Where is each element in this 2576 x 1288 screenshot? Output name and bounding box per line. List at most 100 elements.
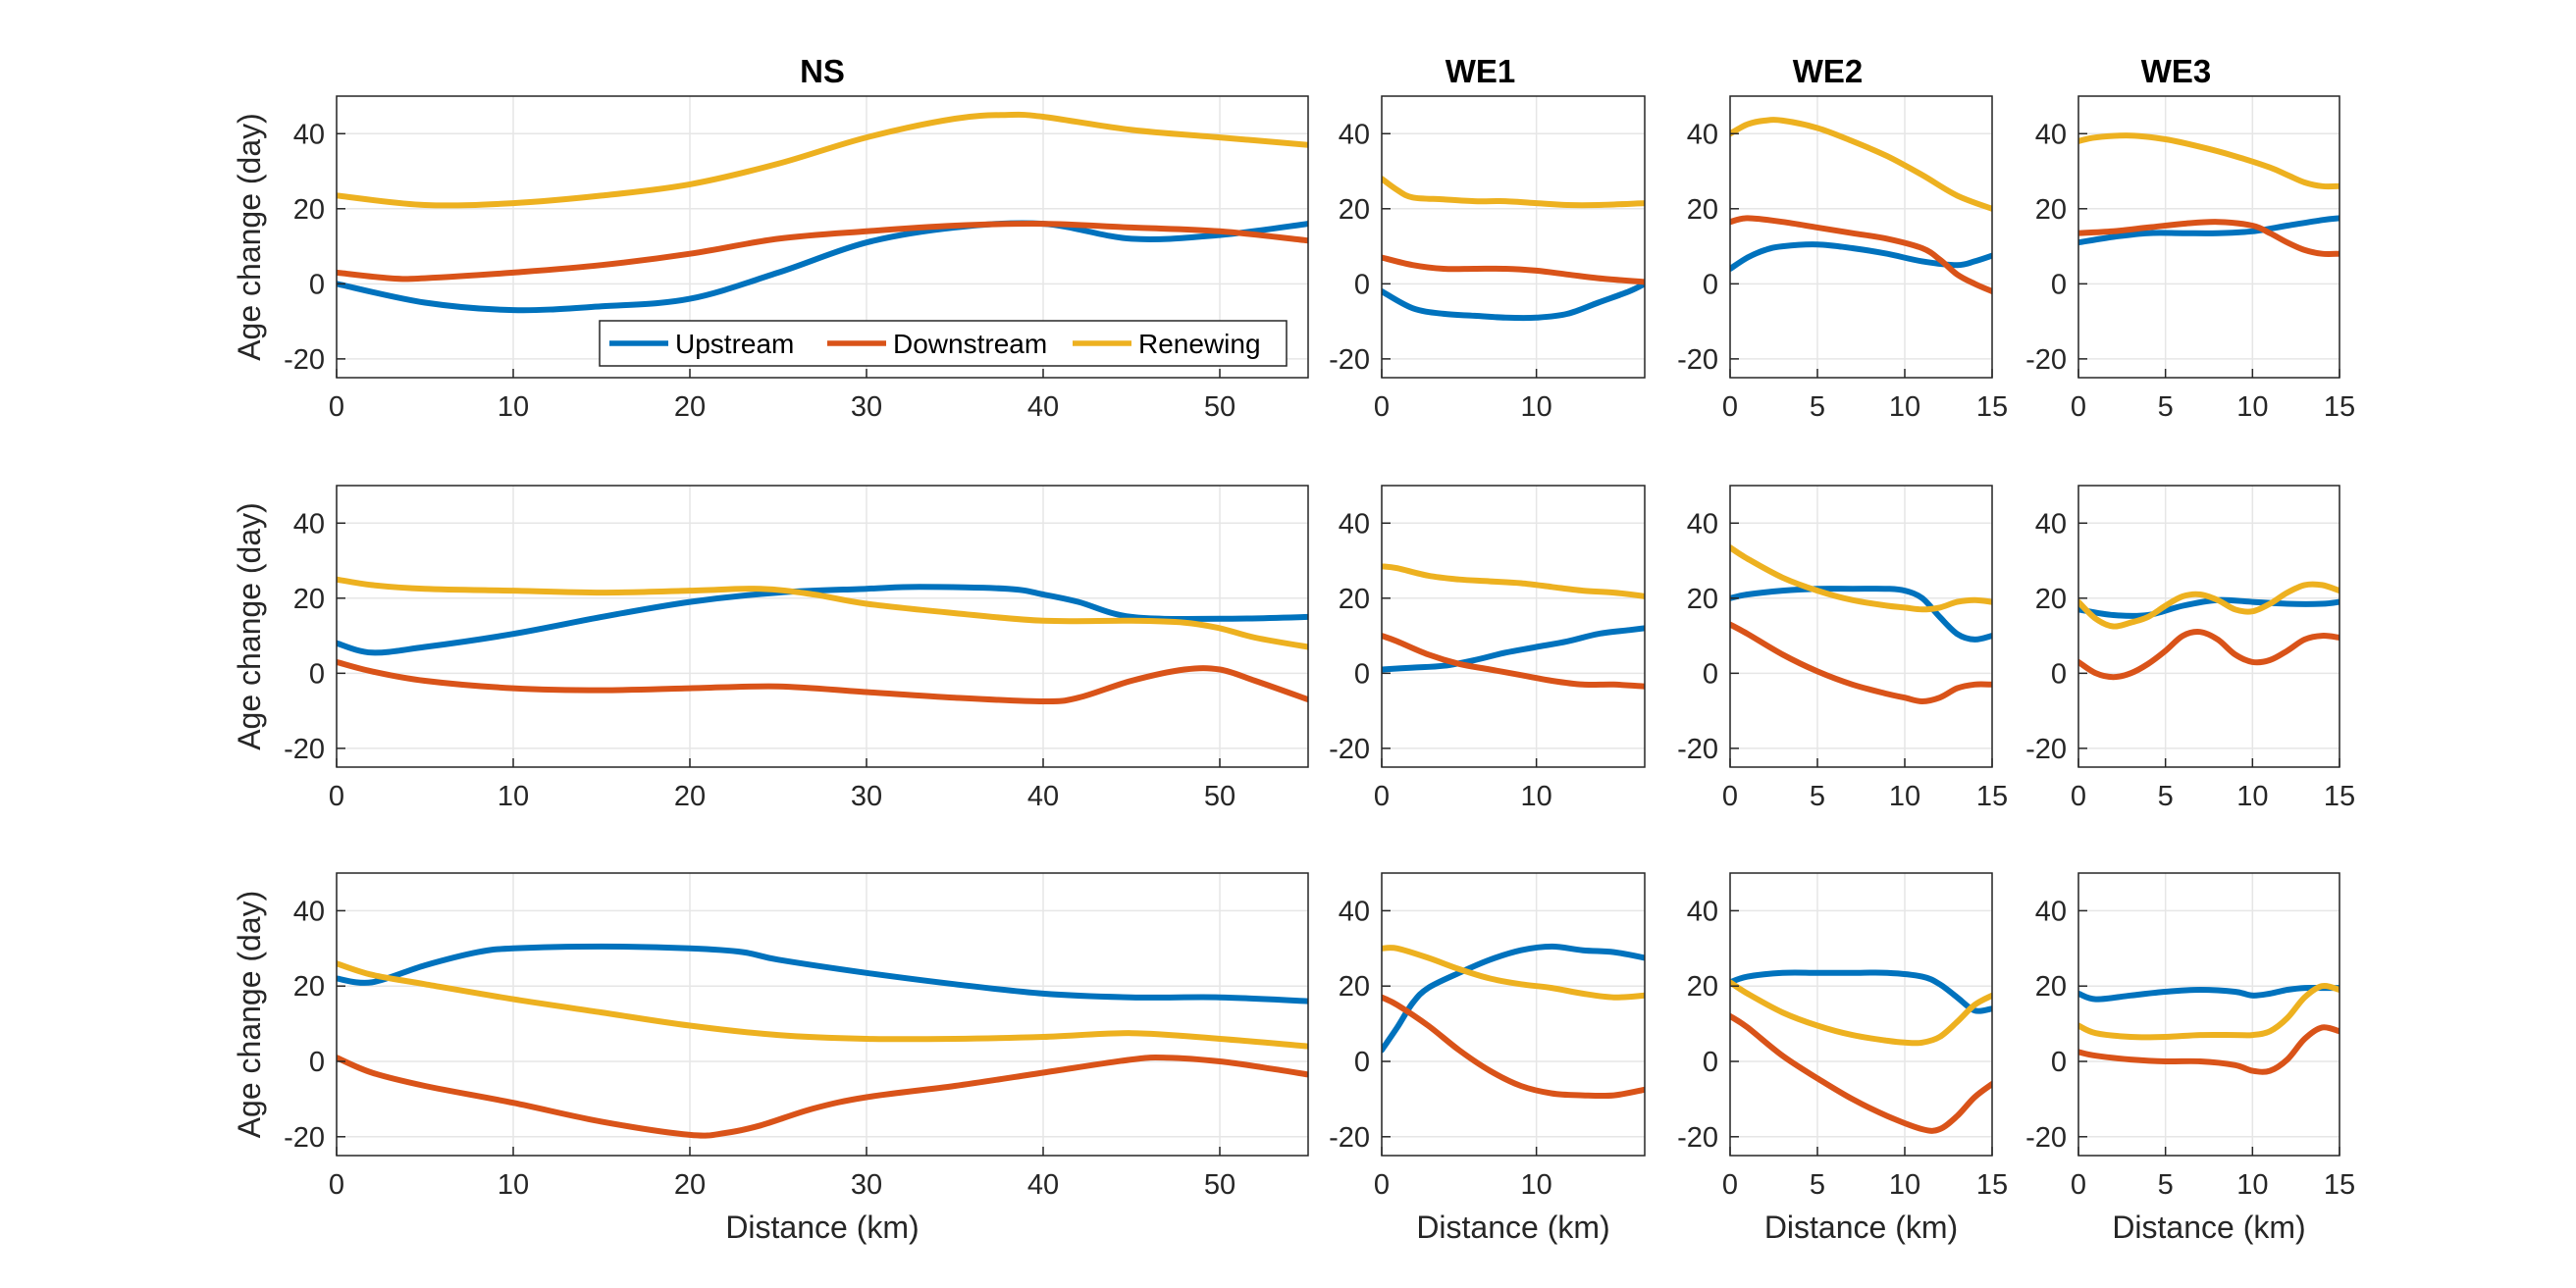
y-tick-label-r1c4-20: 20 (2035, 194, 2067, 226)
y-tick-label-r3c1-20: 20 (293, 971, 325, 1003)
x-tick-label-r2c4-5: 5 (2158, 781, 2174, 812)
legend-label-upstream: Upstream (675, 329, 794, 359)
series-group-r2c1 (337, 576, 1308, 704)
series-line-downstream-r1c3 (1730, 215, 1992, 294)
series-line-upstream-r3c4 (2078, 984, 2339, 1003)
plot-area-r2c2 (1382, 486, 1645, 767)
series-line-downstream-r2c2 (1382, 633, 1645, 690)
axes-box-r1c4 (2077, 95, 2340, 379)
column-titles: NS WE1 WE2 WE3 (800, 53, 2211, 89)
series-group-r1c2 (1382, 176, 1645, 322)
y-tick-label-r2c1-40: 40 (293, 508, 325, 540)
y-tick-label-r3c3-0: 0 (1703, 1047, 1718, 1078)
x-tick-label-r2c4-0: 0 (2071, 781, 2086, 812)
y-tick-label-r3c4-20: 20 (2035, 971, 2067, 1003)
series-line-upstream-r1c2 (1382, 281, 1645, 322)
y-tick-label-r1c3-0: 0 (1703, 269, 1718, 300)
series-line-renewing-r1c3 (1730, 117, 1992, 212)
y-tick-label-r1c4--20: -20 (2025, 344, 2067, 376)
axes-box-r2c3 (1729, 485, 1993, 768)
y-tick-label-r2c2-20: 20 (1339, 584, 1370, 615)
y-tick-label-r2c1--20: -20 (284, 734, 325, 765)
y-axis-label-r1c1: Age change (day) (232, 113, 267, 361)
x-tick-label-r3c1-20: 20 (674, 1169, 706, 1201)
series-line-downstream-r1c4 (2078, 219, 2339, 258)
series-group-r1c3 (1730, 117, 1992, 294)
y-tick-label-r3c1-0: 0 (309, 1047, 325, 1078)
x-tick-label-r3c2-10: 10 (1521, 1169, 1552, 1201)
y-tick-label-r3c1--20: -20 (284, 1122, 325, 1154)
x-tick-label-r1c1-0: 0 (329, 391, 344, 423)
x-tick-label-r1c4-15: 15 (2324, 391, 2355, 423)
x-tick-label-r3c1-50: 50 (1204, 1169, 1235, 1201)
y-tick-label-r2c3-20: 20 (1687, 584, 1718, 615)
y-tick-label-r2c3--20: -20 (1677, 734, 1718, 765)
column-title-ns: NS (800, 53, 845, 89)
x-tick-label-r1c1-20: 20 (674, 391, 706, 423)
series-line-downstream-r3c3 (1730, 1012, 1992, 1134)
column-title-we1: WE1 (1446, 53, 1516, 89)
series-line-renewing-r2c1 (337, 576, 1308, 650)
y-tick-label-r1c1-0: 0 (309, 269, 325, 300)
plot-area-r2c3 (1730, 486, 1992, 767)
y-tick-label-r1c3-20: 20 (1687, 194, 1718, 226)
y-tick-label-r1c3--20: -20 (1677, 344, 1718, 376)
series-group-r2c2 (1382, 563, 1645, 690)
legend-label-renewing: Renewing (1138, 329, 1261, 359)
x-tick-label-r2c1-0: 0 (329, 781, 344, 812)
y-tick-label-r3c3-40: 40 (1687, 896, 1718, 927)
series-group-r3c4 (2078, 982, 2339, 1075)
x-tick-label-r2c2-10: 10 (1521, 781, 1552, 812)
axes-box-r2c2 (1381, 485, 1646, 768)
series-line-upstream-r1c3 (1730, 241, 1992, 272)
x-tick-label-r2c2-0: 0 (1374, 781, 1390, 812)
x-tick-label-r1c1-30: 30 (851, 391, 882, 423)
y-tick-label-r2c2--20: -20 (1329, 734, 1370, 765)
y-tick-label-r2c3-0: 0 (1703, 658, 1718, 690)
x-axis-label-r3c3: Distance (km) (1764, 1210, 1958, 1245)
series-line-renewing-r1c1 (337, 111, 1308, 209)
plot-area-r3c2 (1382, 873, 1645, 1156)
y-tick-label-r2c1-20: 20 (293, 584, 325, 615)
series-line-renewing-r1c4 (2078, 132, 2339, 190)
y-tick-label-r1c1--20: -20 (284, 344, 325, 376)
x-tick-label-r2c3-10: 10 (1889, 781, 1920, 812)
x-tick-label-r2c1-40: 40 (1027, 781, 1059, 812)
y-tick-label-r3c3-20: 20 (1687, 971, 1718, 1003)
x-tick-label-r3c3-10: 10 (1889, 1169, 1920, 1201)
y-axis-label-r3c1: Age change (day) (232, 891, 267, 1139)
x-tick-label-r3c4-5: 5 (2158, 1169, 2174, 1201)
series-group-r3c1 (337, 943, 1308, 1139)
series-line-renewing-r3c1 (337, 960, 1308, 1050)
x-tick-label-r1c2-10: 10 (1521, 391, 1552, 423)
x-tick-label-r2c3-5: 5 (1810, 781, 1825, 812)
x-tick-label-r1c1-50: 50 (1204, 391, 1235, 423)
x-tick-label-r1c4-10: 10 (2236, 391, 2268, 423)
y-tick-label-r2c3-40: 40 (1687, 508, 1718, 540)
y-tick-label-r1c4-0: 0 (2051, 269, 2067, 300)
x-tick-label-r3c1-0: 0 (329, 1169, 344, 1201)
x-tick-label-r2c1-50: 50 (1204, 781, 1235, 812)
series-group-r1c4 (2078, 132, 2339, 258)
y-tick-label-r2c4-20: 20 (2035, 584, 2067, 615)
x-tick-label-r2c1-10: 10 (498, 781, 529, 812)
legend-label-downstream: Downstream (893, 329, 1047, 359)
series-group-r3c2 (1382, 943, 1645, 1100)
x-tick-label-r3c3-5: 5 (1810, 1169, 1825, 1201)
x-tick-label-r1c1-40: 40 (1027, 391, 1059, 423)
series-line-downstream-r2c4 (2078, 629, 2339, 681)
y-tick-label-r2c4-40: 40 (2035, 508, 2067, 540)
x-axis-label-r3c4: Distance (km) (2112, 1210, 2305, 1245)
y-tick-label-r1c2-0: 0 (1354, 269, 1370, 300)
series-line-renewing-r2c2 (1382, 563, 1645, 599)
x-tick-label-r3c2-0: 0 (1374, 1169, 1390, 1201)
y-tick-label-r1c3-40: 40 (1687, 119, 1718, 150)
x-tick-label-r1c4-5: 5 (2158, 391, 2174, 423)
